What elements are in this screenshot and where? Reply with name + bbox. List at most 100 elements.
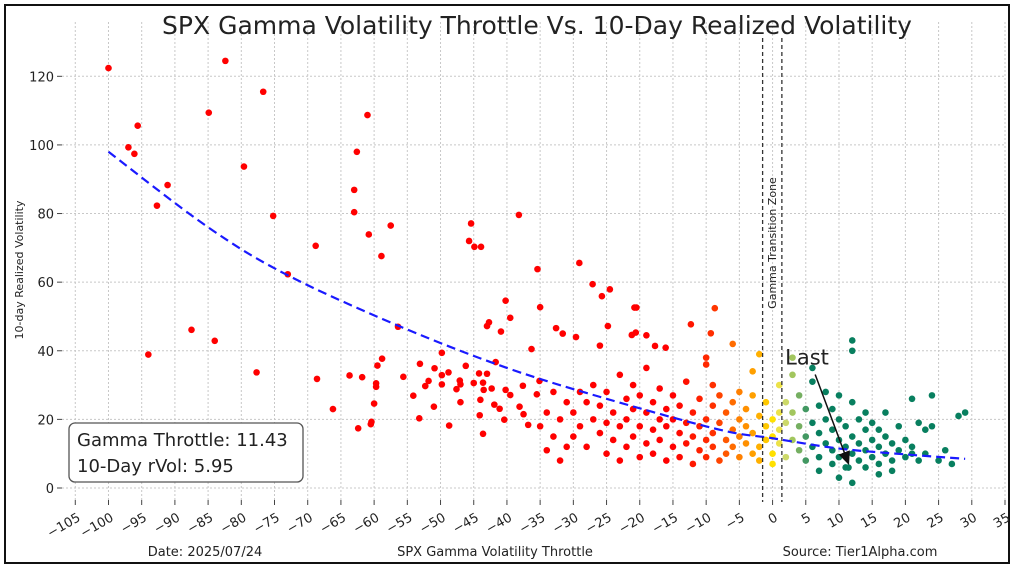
- x-tick-label: −45: [450, 510, 481, 537]
- data-point: [722, 409, 730, 416]
- data-point: [387, 222, 395, 229]
- x-tick-label: 25: [925, 510, 947, 531]
- data-point: [789, 354, 796, 361]
- data-point: [663, 422, 670, 430]
- data-point: [367, 420, 375, 428]
- data-point: [636, 453, 644, 461]
- data-point: [502, 297, 509, 304]
- data-point: [729, 398, 737, 406]
- data-point: [497, 328, 505, 335]
- data-point: [350, 208, 358, 216]
- data-point: [629, 381, 637, 389]
- data-point: [702, 361, 710, 368]
- x-tick-label: 20: [892, 510, 914, 531]
- data-point: [500, 416, 508, 424]
- data-point: [762, 398, 770, 406]
- data-point: [205, 109, 213, 116]
- data-point: [253, 369, 260, 376]
- data-point: [702, 354, 710, 361]
- info-box: [68, 422, 304, 483]
- data-point: [775, 440, 783, 447]
- data-point: [636, 422, 644, 430]
- data-point: [809, 364, 816, 372]
- data-point: [643, 332, 650, 339]
- data-point: [477, 396, 484, 404]
- data-point: [689, 460, 697, 468]
- data-point: [755, 457, 763, 464]
- data-point: [543, 446, 551, 454]
- data-point: [476, 411, 484, 419]
- y-tick-label: 40: [37, 345, 54, 360]
- data-point: [596, 429, 604, 437]
- data-point: [722, 450, 730, 457]
- data-point: [875, 443, 883, 451]
- data-point: [775, 409, 783, 416]
- data-point: [421, 382, 429, 390]
- data-point: [416, 360, 424, 368]
- x-tick-label: −35: [517, 510, 548, 537]
- data-point: [669, 392, 677, 399]
- data-point: [374, 362, 381, 369]
- data-point: [802, 457, 810, 464]
- data-point: [445, 422, 453, 429]
- last-arrow: [814, 374, 850, 465]
- data-point: [649, 426, 657, 433]
- data-point: [742, 422, 750, 430]
- x-tick-label: −10: [683, 510, 714, 537]
- x-tick-label: −60: [351, 510, 382, 537]
- data-point: [378, 252, 385, 260]
- data-point: [506, 314, 514, 322]
- data-point: [687, 321, 695, 328]
- data-point: [125, 144, 132, 151]
- data-point: [742, 440, 750, 447]
- x-tick-label: −50: [417, 510, 448, 537]
- data-point: [736, 433, 743, 440]
- x-tick-label: 30: [958, 510, 980, 531]
- data-point: [312, 242, 319, 250]
- data-point: [716, 392, 723, 399]
- data-point: [915, 457, 922, 464]
- data-point: [922, 426, 929, 433]
- data-point: [895, 422, 903, 430]
- data-point: [516, 403, 523, 410]
- data-point: [609, 409, 617, 416]
- data-point: [656, 385, 663, 392]
- data-point: [722, 436, 730, 444]
- data-point: [709, 381, 717, 389]
- data-point: [649, 450, 657, 457]
- data-point: [438, 371, 446, 379]
- data-point: [782, 419, 790, 427]
- data-point: [662, 344, 669, 351]
- data-point: [822, 416, 829, 423]
- data-point: [815, 453, 823, 461]
- data-point: [603, 388, 610, 396]
- data-point: [716, 419, 723, 427]
- data-point: [633, 304, 640, 311]
- footer-date: Date: 2025/07/24: [148, 545, 263, 560]
- data-point: [955, 412, 962, 420]
- data-point: [676, 402, 683, 409]
- data-point: [702, 436, 710, 444]
- data-point: [623, 443, 630, 451]
- x-tick-label: −65: [318, 510, 349, 537]
- data-point: [908, 443, 916, 451]
- data-point: [868, 453, 876, 461]
- data-point: [576, 259, 583, 267]
- data-point: [709, 429, 717, 437]
- data-point: [354, 424, 362, 432]
- data-point: [536, 422, 544, 430]
- data-point: [346, 372, 353, 379]
- data-point: [616, 422, 624, 430]
- data-point: [445, 369, 452, 376]
- data-point: [882, 409, 889, 416]
- data-point: [576, 422, 584, 430]
- x-tick-label: −70: [284, 510, 315, 537]
- data-point: [364, 111, 371, 119]
- grid: [62, 22, 1006, 500]
- data-point: [682, 378, 690, 385]
- data-point: [240, 163, 248, 170]
- data-point: [372, 383, 380, 391]
- data-point: [736, 416, 743, 423]
- data-point: [848, 433, 856, 440]
